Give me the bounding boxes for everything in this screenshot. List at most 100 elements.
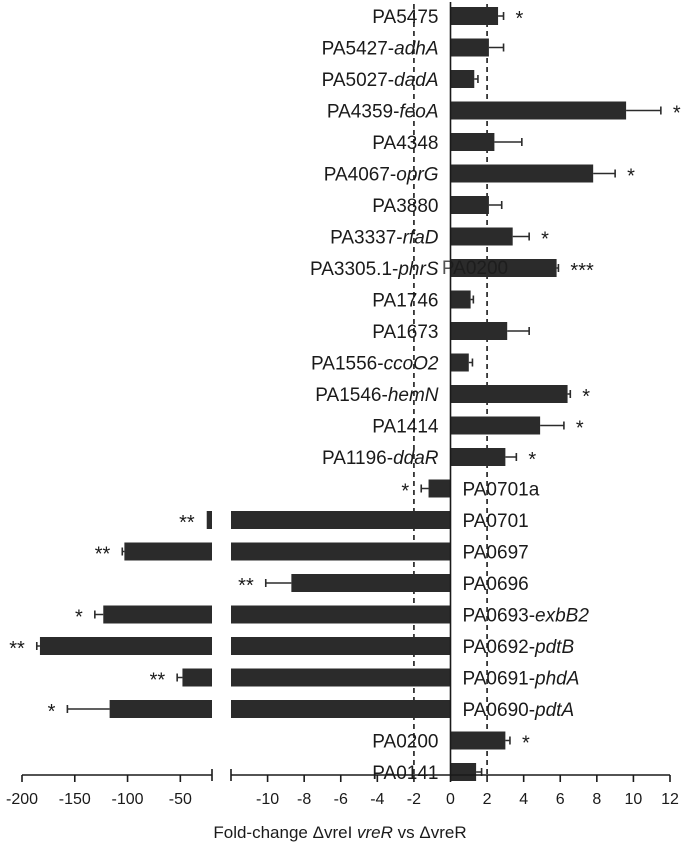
category-label-pa0691: PA0691-phdA: [463, 669, 580, 690]
category-label-pa1546: PA1546-hemN: [315, 385, 438, 406]
bar-pa0701-right: [231, 511, 451, 529]
error-bar-pa3880: [488, 201, 503, 209]
category-label-pa0141: PA0141: [372, 763, 438, 784]
significance-pa0697: **: [95, 544, 111, 566]
bar-pa0690-left: [109, 700, 212, 718]
category-label-pa0701a: PA0701a: [463, 480, 540, 501]
x-tick-label: 0: [446, 791, 455, 808]
overlay-text: PA0200: [442, 258, 508, 279]
category-label-pa0696: PA0696: [463, 574, 529, 595]
error-bar-pa0691: [176, 673, 183, 682]
significance-pa0701: **: [179, 512, 195, 534]
significance-pa0200: *: [522, 733, 530, 755]
error-bar-pa0697: [121, 547, 125, 556]
bars-layer: ************************: [9, 7, 681, 781]
category-label-pa0701: PA0701: [463, 511, 529, 532]
category-label-pa0693: PA0693-exbB2: [463, 606, 590, 627]
category-label-pa4067: PA4067-oprG: [324, 165, 439, 186]
bar-pa3880: [450, 196, 489, 214]
significance-pa0690: *: [48, 701, 56, 723]
bar-pa0692-right: [231, 637, 451, 655]
category-label-pa5027: PA5027-dadA: [322, 70, 439, 91]
bar-pa1556: [450, 353, 469, 372]
error-bar-pa5027: [474, 75, 479, 83]
significance-pa4067: *: [627, 166, 635, 188]
bar-pa5027: [450, 70, 475, 88]
error-bar-pa0693: [94, 610, 104, 619]
category-label-pa1556: PA1556-ccoO2: [311, 354, 439, 375]
error-bar-pa5427: [488, 43, 505, 52]
category-label-pa0690: PA0690-pdtA: [463, 700, 575, 721]
x-tick-label: 12: [661, 791, 679, 808]
category-label-pa0697: PA0697: [463, 543, 529, 564]
significance-pa3337: *: [541, 229, 549, 251]
error-bar-pa0701a: [420, 484, 429, 493]
x-tick-label: 8: [592, 791, 601, 808]
bar-pa0691-left: [182, 668, 212, 687]
x-tick-label: 10: [625, 791, 643, 808]
significance-pa1196: *: [528, 449, 536, 471]
bar-pa1546: [450, 385, 568, 403]
bar-pa4348: [450, 133, 495, 151]
bar-pa0697-left: [124, 542, 212, 561]
error-bar-pa0690: [66, 705, 110, 713]
x-tick-label: -150: [59, 791, 91, 808]
significance-pa4359: *: [673, 103, 681, 125]
x-tick-label: -6: [334, 791, 348, 808]
bar-pa4359: [450, 101, 627, 120]
bar-pa0701-left: [206, 511, 212, 529]
bar-pa0696: [291, 574, 451, 592]
category-label-pa0692: PA0692-pdtB: [463, 637, 575, 658]
bar-pa0693-right: [231, 605, 451, 624]
category-label-pa1746: PA1746: [372, 291, 438, 312]
significance-pa1546: *: [582, 386, 590, 408]
x-tick-label: -50: [169, 791, 192, 808]
x-axis-label: Fold-change ΔvreI vreR vs ΔvreR: [213, 823, 466, 842]
x-axis-layer: -200 -150 -100 -50 -10 -8 -6 -4 -2 0 2 4 6 8 10 12: [6, 2, 679, 808]
significance-pa3305-1: ***: [570, 260, 594, 282]
bar-pa1196: [450, 448, 506, 466]
significance-pa5475: *: [516, 8, 524, 30]
significance-pa0696: **: [238, 575, 254, 597]
error-bar-pa4348: [494, 138, 523, 146]
category-label-pa3337: PA3337-rfaD: [330, 228, 439, 249]
category-label-pa0200: PA0200: [372, 732, 438, 753]
bar-pa0141: [450, 763, 477, 781]
bar-pa4067: [450, 164, 594, 183]
significance-pa0701a: *: [401, 481, 409, 503]
x-tick-label: -100: [112, 791, 144, 808]
error-bar-pa4359: [626, 106, 662, 115]
bar-pa0690-right: [231, 700, 451, 718]
category-label-pa1196: PA1196-ddaR: [322, 448, 439, 469]
x-tick-label: -4: [370, 791, 384, 808]
error-bar-pa5475: [498, 12, 505, 20]
error-bar-pa1414: [540, 421, 565, 430]
significance-pa1414: *: [576, 418, 584, 440]
significance-pa0691: **: [150, 670, 166, 692]
x-tick-label: 4: [519, 791, 528, 808]
error-bar-pa0696: [264, 579, 292, 587]
error-bar-pa3337: [512, 232, 530, 241]
x-tick-label: -8: [297, 791, 311, 808]
x-tick-label: -2: [407, 791, 421, 808]
category-label-pa1673: PA1673: [372, 322, 438, 343]
category-labels-layer: PA5475 PA5427-adhA PA5027-dadA PA4359-feoA P…: [310, 7, 589, 784]
bar-pa0691-right: [231, 668, 451, 687]
bar-pa1414: [450, 416, 541, 435]
bar-pa1673: [450, 322, 508, 340]
x-tick-label: 2: [483, 791, 492, 808]
error-bar-pa1196: [505, 453, 518, 461]
bar-pa0692-left: [39, 637, 212, 655]
error-bar-pa3305-1: [556, 264, 560, 272]
error-bar-pa1746: [470, 295, 475, 304]
error-bar-pa0692: [35, 642, 40, 650]
category-label-pa4348: PA4348: [372, 133, 438, 154]
bar-pa0693-left: [103, 605, 212, 624]
significance-pa0693: *: [75, 607, 83, 629]
bar-pa0697-right: [231, 542, 451, 561]
category-label-pa3880: PA3880: [372, 196, 438, 217]
error-bar-pa1556: [468, 358, 474, 367]
bar-pa0701a: [428, 479, 451, 498]
